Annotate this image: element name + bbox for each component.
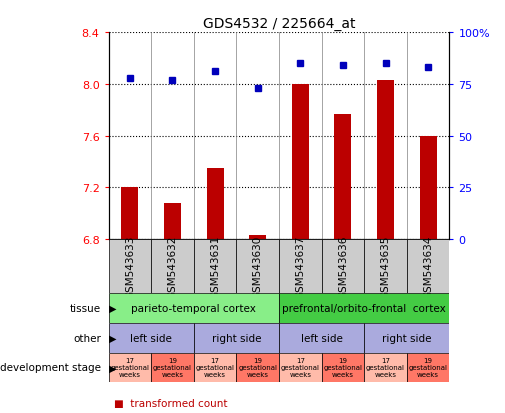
- Bar: [279, 293, 449, 323]
- Text: 19
gestational
weeks: 19 gestational weeks: [409, 358, 447, 377]
- Text: GSM543633: GSM543633: [125, 235, 135, 298]
- Text: GSM543636: GSM543636: [338, 235, 348, 298]
- Bar: [151, 240, 194, 293]
- Bar: [407, 353, 449, 382]
- Text: left side: left side: [300, 333, 342, 343]
- Text: ▶: ▶: [109, 363, 116, 373]
- Text: GSM543635: GSM543635: [381, 235, 390, 298]
- Text: prefrontal/orbito-frontal  cortex: prefrontal/orbito-frontal cortex: [282, 303, 446, 313]
- Bar: [109, 353, 151, 382]
- Bar: [121, 188, 138, 240]
- Bar: [109, 293, 279, 323]
- Text: GSM543630: GSM543630: [252, 235, 263, 298]
- Bar: [420, 136, 437, 240]
- Bar: [194, 353, 236, 382]
- Text: ▶: ▶: [109, 303, 116, 313]
- Bar: [322, 240, 364, 293]
- Bar: [207, 169, 224, 240]
- Bar: [407, 240, 449, 293]
- Bar: [279, 353, 322, 382]
- Bar: [279, 240, 322, 293]
- Text: 17
gestational
weeks: 17 gestational weeks: [281, 358, 320, 377]
- Text: GSM543637: GSM543637: [295, 235, 306, 298]
- Text: 19
gestational
weeks: 19 gestational weeks: [153, 358, 192, 377]
- Bar: [164, 203, 181, 240]
- Bar: [194, 323, 279, 353]
- Text: development stage: development stage: [0, 363, 101, 373]
- Text: GSM543632: GSM543632: [168, 235, 177, 298]
- Bar: [364, 353, 407, 382]
- Title: GDS4532 / 225664_at: GDS4532 / 225664_at: [203, 17, 355, 31]
- Text: GSM543634: GSM543634: [423, 235, 433, 298]
- Bar: [364, 240, 407, 293]
- Bar: [109, 240, 151, 293]
- Text: tissue: tissue: [70, 303, 101, 313]
- Text: GSM543631: GSM543631: [210, 235, 220, 298]
- Bar: [279, 323, 364, 353]
- Bar: [151, 353, 194, 382]
- Bar: [249, 236, 266, 240]
- Bar: [377, 81, 394, 240]
- Text: other: other: [73, 333, 101, 343]
- Text: left side: left side: [130, 333, 172, 343]
- Bar: [194, 240, 236, 293]
- Text: right side: right side: [212, 333, 261, 343]
- Text: ■  transformed count: ■ transformed count: [114, 398, 227, 408]
- Text: 17
gestational
weeks: 17 gestational weeks: [366, 358, 405, 377]
- Text: 19
gestational
weeks: 19 gestational weeks: [238, 358, 277, 377]
- Text: 17
gestational
weeks: 17 gestational weeks: [111, 358, 149, 377]
- Bar: [334, 114, 351, 240]
- Text: 17
gestational
weeks: 17 gestational weeks: [195, 358, 235, 377]
- Text: 19
gestational
weeks: 19 gestational weeks: [323, 358, 363, 377]
- Bar: [236, 240, 279, 293]
- Text: parieto-temporal cortex: parieto-temporal cortex: [131, 303, 256, 313]
- Bar: [109, 323, 194, 353]
- Text: ▶: ▶: [109, 333, 116, 343]
- Bar: [292, 85, 309, 240]
- Text: right side: right side: [382, 333, 432, 343]
- Bar: [322, 353, 364, 382]
- Bar: [364, 323, 449, 353]
- Bar: [236, 353, 279, 382]
